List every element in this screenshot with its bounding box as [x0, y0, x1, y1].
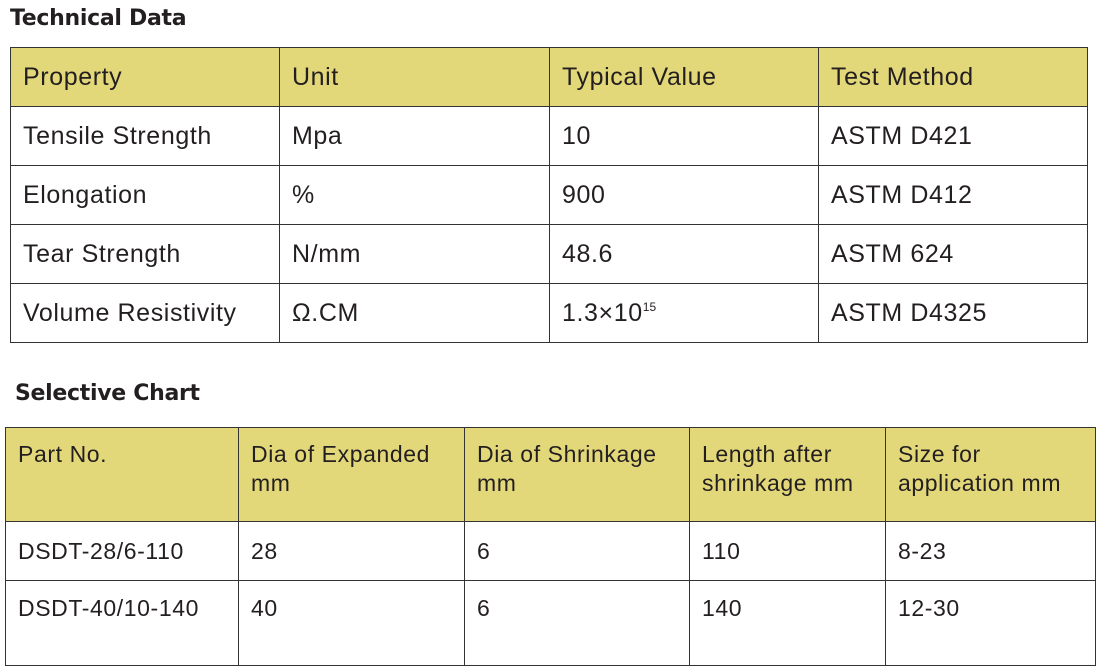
header-length-after-shrinkage: Length after shrinkage mm: [689, 427, 886, 522]
value-base: 1.3×10: [562, 298, 643, 327]
unit-cell: Ω.CM: [279, 283, 550, 343]
header-typical-value: Typical Value: [549, 47, 819, 107]
value-cell: 900: [549, 165, 819, 225]
table-row: DSDT-28/6-110 28 6 110 8-23: [5, 521, 1096, 581]
technical-data-table: Property Unit Typical Value Test Method …: [10, 47, 1088, 343]
unit-cell: N/mm: [279, 224, 550, 284]
header-dia-expanded: Dia of Expanded mm: [238, 427, 465, 522]
test-method-cell: ASTM D421: [818, 106, 1088, 166]
dia-expanded-cell: 28: [238, 521, 465, 581]
dia-expanded-cell: 40: [238, 580, 465, 666]
size-cell: 12-30: [885, 580, 1096, 666]
header-test-method: Test Method: [818, 47, 1088, 107]
value-cell: 10: [549, 106, 819, 166]
table-row: Tensile Strength Mpa 10 ASTM D421: [10, 106, 1088, 166]
table-row: Volume Resistivity Ω.CM 1.3×1015 ASTM D4…: [10, 283, 1088, 343]
header-unit: Unit: [279, 47, 550, 107]
unit-cell: %: [279, 165, 550, 225]
part-no-cell: DSDT-28/6-110: [5, 521, 239, 581]
part-no-cell: DSDT-40/10-140: [5, 580, 239, 666]
dia-shrinkage-cell: 6: [464, 580, 690, 666]
property-cell: Volume Resistivity: [10, 283, 280, 343]
length-cell: 110: [689, 521, 886, 581]
property-cell: Tear Strength: [10, 224, 280, 284]
value-exponent: 15: [642, 299, 657, 314]
test-method-cell: ASTM D412: [818, 165, 1088, 225]
size-cell: 8-23: [885, 521, 1096, 581]
selective-chart-table: Part No. Dia of Expanded mm Dia of Shrink…: [5, 427, 1096, 666]
technical-data-title: Technical Data: [10, 6, 187, 31]
value-cell: 1.3×1015: [549, 283, 819, 343]
header-dia-shrinkage: Dia of Shrinkage mm: [464, 427, 690, 522]
test-method-cell: ASTM 624: [818, 224, 1088, 284]
header-size-for-application: Size for application mm: [885, 427, 1096, 522]
table-header-row: Property Unit Typical Value Test Method: [10, 47, 1088, 107]
property-cell: Tensile Strength: [10, 106, 280, 166]
length-cell: 140: [689, 580, 886, 666]
dia-shrinkage-cell: 6: [464, 521, 690, 581]
unit-cell: Mpa: [279, 106, 550, 166]
value-cell: 48.6: [549, 224, 819, 284]
property-cell: Elongation: [10, 165, 280, 225]
table-row: Tear Strength N/mm 48.6 ASTM 624: [10, 224, 1088, 284]
table-row: Elongation % 900 ASTM D412: [10, 165, 1088, 225]
test-method-cell: ASTM D4325: [818, 283, 1088, 343]
header-property: Property: [10, 47, 280, 107]
header-part-no: Part No.: [5, 427, 239, 522]
table-row: DSDT-40/10-140 40 6 140 12-30: [5, 580, 1096, 666]
table-header-row: Part No. Dia of Expanded mm Dia of Shrink…: [5, 427, 1096, 522]
selective-chart-title: Selective Chart: [15, 381, 200, 406]
